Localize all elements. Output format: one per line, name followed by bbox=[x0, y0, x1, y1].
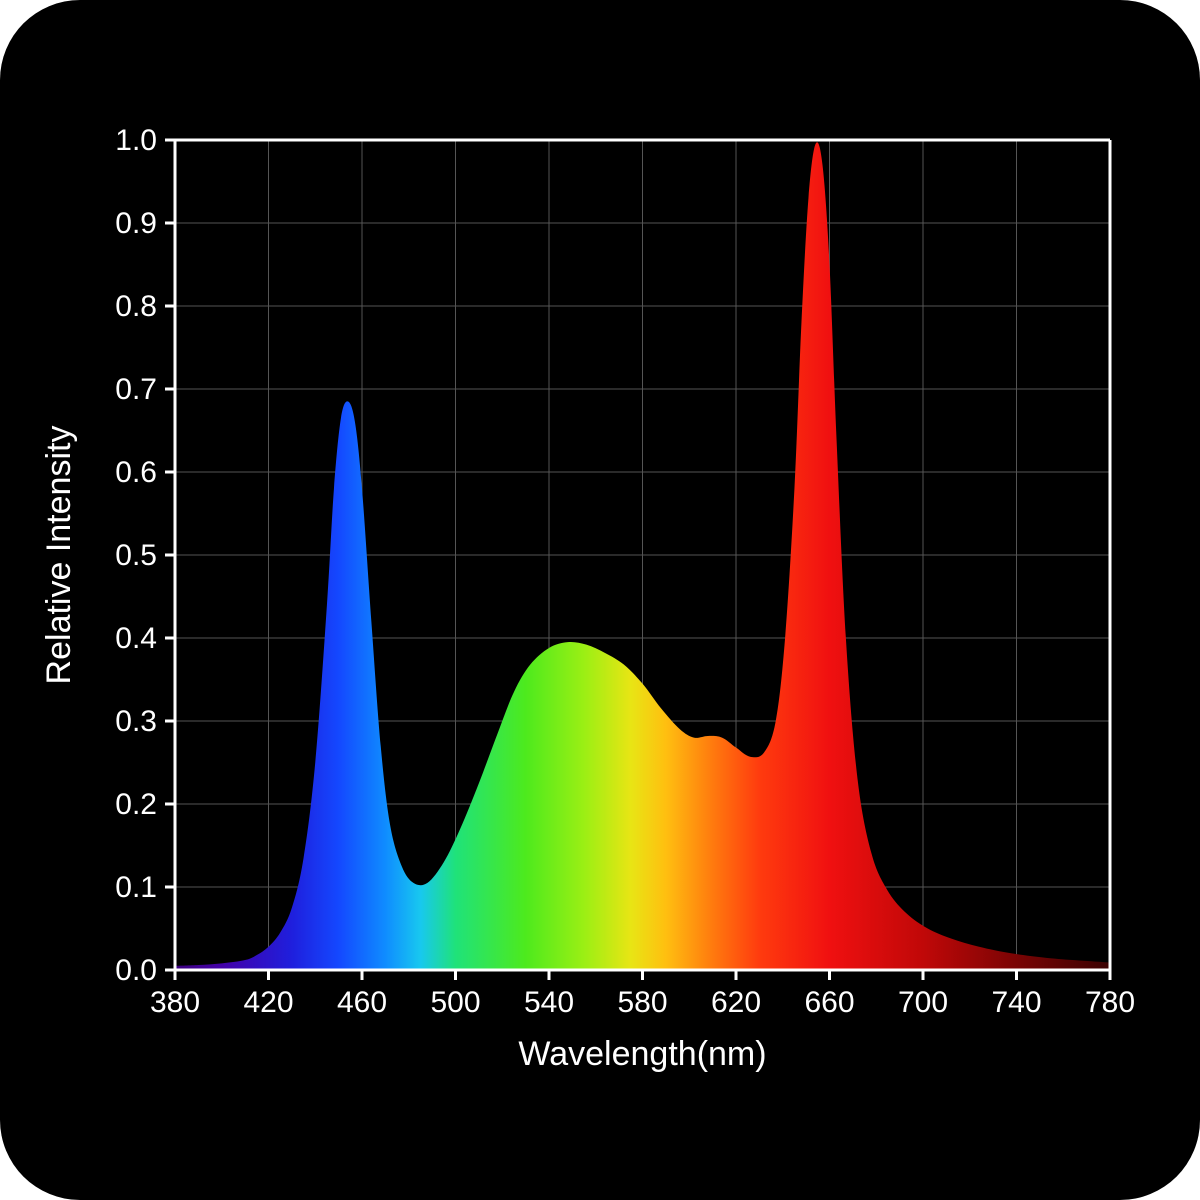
y-tick: 0.9 bbox=[115, 207, 157, 240]
y-tick: 0.6 bbox=[115, 456, 157, 489]
x-tick: 540 bbox=[524, 986, 574, 1019]
spectrum-chart-svg: 380 420 460 500 540 580 620 660 700 740 780 0.0 0.1… bbox=[0, 0, 1200, 1200]
y-tick: 0.5 bbox=[115, 539, 157, 572]
x-tick: 780 bbox=[1085, 986, 1135, 1019]
y-tick: 0.0 bbox=[115, 954, 157, 987]
y-axis-label: Relative Intensity bbox=[40, 426, 78, 685]
x-tick: 420 bbox=[243, 986, 293, 1019]
y-tick: 0.3 bbox=[115, 705, 157, 738]
x-tick: 660 bbox=[804, 986, 854, 1019]
x-tick: 580 bbox=[617, 986, 667, 1019]
y-tick: 0.2 bbox=[115, 788, 157, 821]
y-tick: 1.0 bbox=[115, 124, 157, 157]
x-tick: 500 bbox=[430, 986, 480, 1019]
x-tick: 700 bbox=[898, 986, 948, 1019]
x-tick: 460 bbox=[337, 986, 387, 1019]
x-tick: 620 bbox=[711, 986, 761, 1019]
y-tick-labels: 0.0 0.1 0.2 0.3 0.4 0.5 0.6 0.7 0.8 0.9 1.0 bbox=[115, 124, 157, 987]
y-tick: 0.4 bbox=[115, 622, 157, 655]
x-tick: 380 bbox=[150, 986, 200, 1019]
y-tick: 0.7 bbox=[115, 373, 157, 406]
spectrum-chart-card: 380 420 460 500 540 580 620 660 700 740 780 0.0 0.1… bbox=[0, 0, 1200, 1200]
y-tick: 0.8 bbox=[115, 290, 157, 323]
x-tick: 740 bbox=[991, 986, 1041, 1019]
x-tick-labels: 380 420 460 500 540 580 620 660 700 740 780 bbox=[150, 986, 1135, 1019]
x-axis-label: Wavelength(nm) bbox=[518, 1035, 766, 1073]
y-tick: 0.1 bbox=[115, 871, 157, 904]
